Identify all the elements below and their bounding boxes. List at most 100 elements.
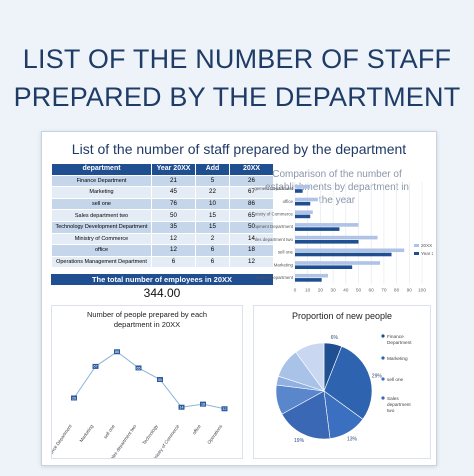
bar-x-tick-label: 30 bbox=[330, 288, 336, 294]
bar-category-label: Operations Management Department bbox=[255, 186, 294, 191]
line-data-label: 14 bbox=[180, 406, 184, 410]
pie-slice bbox=[295, 342, 325, 392]
cell-year: 45 bbox=[151, 186, 196, 199]
cell-total: 14 bbox=[229, 232, 274, 246]
header-total-year: 20XX bbox=[229, 163, 274, 176]
pie-legend-label: sell one bbox=[387, 377, 404, 382]
pie-legend-label-part: two bbox=[387, 408, 395, 413]
pie-slice bbox=[323, 345, 373, 420]
cell-department: sell one bbox=[51, 197, 152, 211]
cell-add: 15 bbox=[195, 209, 230, 222]
cell-year: 6 bbox=[151, 255, 196, 269]
table-row: Sales department two 50 15 65 bbox=[51, 209, 274, 222]
cell-add: 6 bbox=[195, 255, 230, 269]
table-row: Operations Management Department 6 6 12 bbox=[51, 255, 274, 269]
line-chart-panel: Number of people prepared by each depart… bbox=[51, 305, 243, 459]
table-row: office 12 6 18 bbox=[51, 244, 274, 257]
cell-year: 35 bbox=[151, 220, 196, 234]
cell-department: Marketing bbox=[51, 186, 152, 199]
bar-x-tick-label: 100 bbox=[418, 288, 426, 294]
bar-series-1 bbox=[295, 197, 318, 202]
bar-x-tick-label: 20 bbox=[318, 288, 324, 294]
header-department: department bbox=[51, 163, 152, 176]
bar-x-tick-label: 40 bbox=[343, 288, 349, 294]
line-chart: 26 Finance Department 67 Marketing 86 sell on… bbox=[52, 349, 228, 458]
bar-series-2 bbox=[295, 189, 303, 193]
line-point bbox=[114, 349, 120, 355]
cell-department: Finance Department bbox=[51, 174, 152, 188]
pie-percent-label: 6% bbox=[331, 335, 339, 341]
bar-series-1 bbox=[295, 235, 378, 240]
pie-percent-label: 13% bbox=[347, 436, 358, 442]
bar-series-2 bbox=[295, 265, 353, 269]
pie-legend-label: Finance Department bbox=[387, 334, 412, 345]
pie-legend-label: Marketing bbox=[387, 356, 408, 361]
line-data-label: 12 bbox=[223, 407, 227, 411]
bar-series-1 bbox=[295, 185, 311, 189]
bar-x-tick-label: 70 bbox=[381, 288, 387, 294]
line-data-label: 67 bbox=[94, 365, 98, 369]
bar-series-1 bbox=[295, 210, 313, 214]
bar-series-2 bbox=[295, 227, 340, 231]
line-category-label: Technology bbox=[141, 423, 159, 445]
cell-add: 5 bbox=[195, 174, 230, 188]
line-point bbox=[92, 363, 99, 369]
sheet-title: List of the number of staff prepared by … bbox=[71, 141, 407, 157]
pie-chart-title: Proportion of new people bbox=[291, 311, 393, 321]
bar-category-label: Ministry of Commerce bbox=[255, 212, 294, 217]
pie-legend-label-part: Finance bbox=[387, 334, 404, 339]
bar-x-tick-label: 0 bbox=[294, 288, 297, 294]
cell-total: 86 bbox=[229, 197, 274, 211]
bar-series-1 bbox=[295, 273, 329, 278]
cell-total: 65 bbox=[229, 209, 274, 222]
bar-series-1 bbox=[295, 261, 381, 265]
pie-legend-marker bbox=[381, 334, 385, 338]
cell-department: Ministry of Commerce bbox=[51, 232, 152, 246]
bar-chart-title: Comparison of the number of establishmen… bbox=[265, 169, 409, 206]
pie-chart: 6% 29% 13% 19% Finance Department Marketing sel… bbox=[275, 334, 412, 444]
pie-percent-label: 29% bbox=[372, 374, 383, 380]
pie-percent-label: 19% bbox=[294, 438, 305, 444]
cell-year: 76 bbox=[151, 197, 196, 211]
line-category-label: Marketing bbox=[79, 423, 95, 443]
bar-category-label: Technology Development Department bbox=[255, 224, 294, 229]
pie-legend-label: Sales department two bbox=[387, 396, 411, 413]
line-data-label: 86 bbox=[115, 350, 119, 354]
cell-add: 2 bbox=[195, 232, 230, 246]
bar-category-label: Marketing bbox=[274, 262, 294, 267]
bar-category-label: sell one bbox=[278, 250, 294, 255]
cell-total: 67 bbox=[229, 186, 274, 199]
cell-add: 10 bbox=[195, 197, 230, 211]
bar-x-tick-label: 10 bbox=[305, 288, 311, 294]
table-row: Finance Department 21 5 26 bbox=[51, 174, 274, 188]
cell-year: 12 bbox=[151, 232, 196, 246]
bar-legend-swatch bbox=[414, 244, 419, 247]
bar-category-label: Sales department two bbox=[255, 237, 294, 242]
header-add: Add bbox=[195, 163, 230, 176]
bar-series-2 bbox=[295, 214, 311, 219]
line-point bbox=[71, 395, 77, 401]
line-series bbox=[73, 351, 225, 410]
bar-x-tick-label: 50 bbox=[356, 288, 362, 294]
line-point bbox=[135, 365, 142, 371]
table-row: Marketing 45 22 67 bbox=[51, 186, 274, 199]
cell-total: 12 bbox=[229, 255, 274, 269]
line-chart-title: Number of people prepared by each depart… bbox=[86, 310, 208, 329]
line-category-label: Finance Department bbox=[52, 423, 73, 458]
staff-table: department Year 20XX Add 20XX Finance De… bbox=[51, 163, 274, 269]
bar-category-label: office bbox=[283, 199, 294, 204]
bar-legend-label: 20XX bbox=[421, 243, 432, 248]
pie-legend-marker bbox=[381, 396, 385, 400]
line-data-label: 50 bbox=[158, 378, 162, 382]
spreadsheet-preview: List of the number of staff prepared by … bbox=[41, 131, 437, 466]
bar-legend-label: Year 20XX bbox=[421, 251, 433, 256]
header-year: Year 20XX bbox=[151, 163, 196, 176]
line-point bbox=[200, 401, 206, 407]
pie-legend-label-part: Department bbox=[387, 340, 412, 345]
bar-series-2 bbox=[295, 201, 311, 206]
pie-legend-marker bbox=[381, 377, 385, 381]
bar-series-2 bbox=[295, 278, 322, 282]
bar-legend-swatch bbox=[414, 252, 419, 255]
bar-x-tick-label: 80 bbox=[394, 288, 400, 294]
cell-add: 22 bbox=[195, 186, 230, 199]
